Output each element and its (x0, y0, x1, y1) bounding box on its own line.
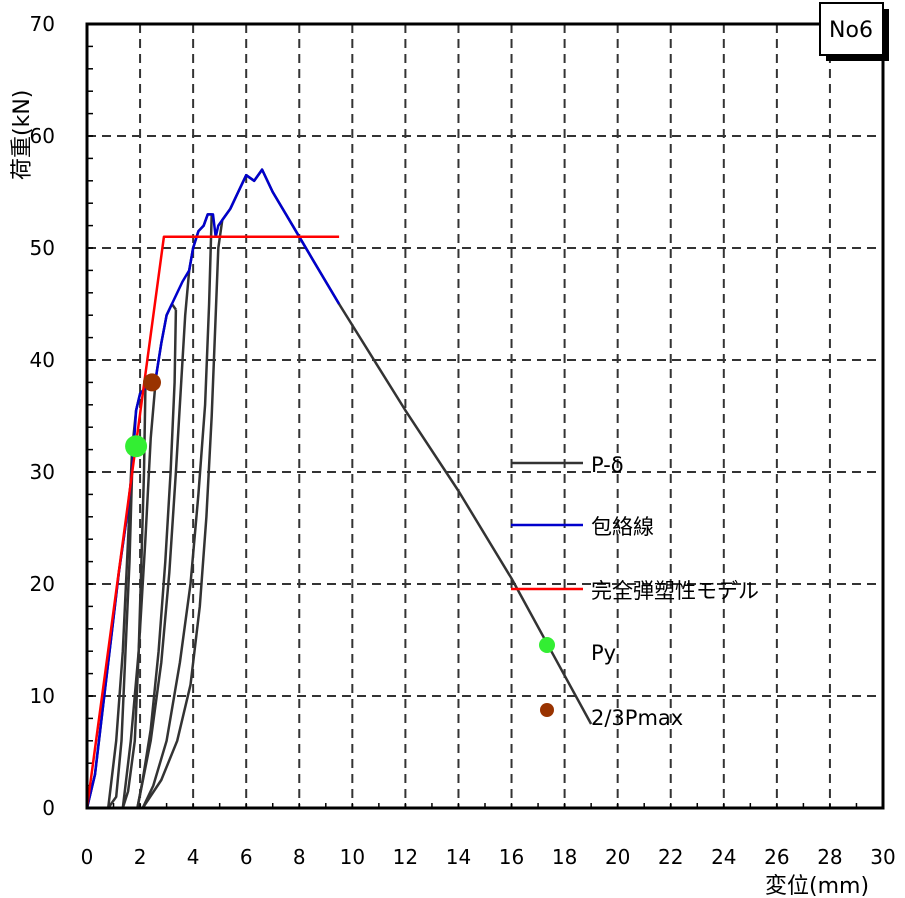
y-tick-label: 40 (30, 348, 55, 372)
x-tick-label: 18 (552, 845, 577, 869)
x-tick-label: 20 (605, 845, 630, 869)
legend-label: 2/3Pmax (591, 706, 683, 730)
x-tick-label: 2 (134, 845, 147, 869)
x-tick-label: 6 (240, 845, 253, 869)
minor-ticks (86, 23, 884, 809)
markers-layer (125, 373, 162, 458)
series-line-2 (85, 235, 340, 809)
x-tick-label: 4 (187, 845, 200, 869)
x-tick-label: 0 (81, 845, 94, 869)
x-tick-label: 16 (499, 845, 524, 869)
x-tick-label: 26 (764, 845, 789, 869)
legend-marker (539, 637, 555, 653)
x-tick-label: 8 (293, 845, 306, 869)
y-axis-title: 荷重(kN) (10, 90, 35, 180)
legend-label: Py (591, 641, 616, 665)
series-line-0 (141, 214, 213, 809)
series-layer (85, 168, 593, 809)
data-point-4 (143, 373, 162, 392)
y-tick-label: 50 (30, 236, 55, 260)
x-tick-label: 22 (658, 845, 683, 869)
series-line-1 (85, 168, 341, 809)
grid (87, 24, 883, 808)
y-tick-label: 20 (30, 572, 55, 596)
legend-marker (540, 703, 554, 717)
x-tick-labels: 0 2 4 6 8 10 12 14 16 18 20 22 24 26 28 30 (81, 845, 896, 869)
legend-label: 包絡線 (591, 515, 654, 539)
x-tick-label: 28 (817, 845, 842, 869)
y-tick-label: 60 (30, 124, 55, 148)
y-tick-label: 0 (42, 796, 55, 820)
plot-frame (85, 22, 885, 810)
y-tick-labels: 0 10 20 30 40 50 60 70 (30, 12, 55, 820)
data-point-3 (125, 435, 148, 458)
specimen-label: No6 (829, 18, 873, 43)
x-tick-label: 10 (340, 845, 365, 869)
legend-label: P-δ (591, 453, 624, 477)
y-tick-label: 70 (30, 12, 55, 36)
x-tick-label: 30 (870, 845, 895, 869)
legend-label: 完全弾塑性モデル (591, 579, 759, 603)
series-line-0 (107, 471, 134, 809)
y-tick-label: 30 (30, 460, 55, 484)
x-axis-title: 変位(mm) (765, 874, 869, 898)
x-tick-label: 14 (446, 845, 471, 869)
x-tick-label: 24 (711, 845, 736, 869)
specimen-label-box: No6 (819, 2, 889, 61)
y-tick-label: 10 (30, 684, 55, 708)
series-line-0 (136, 213, 212, 809)
x-tick-label: 12 (393, 845, 418, 869)
